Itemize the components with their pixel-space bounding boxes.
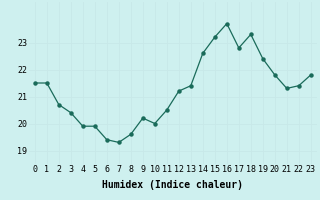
X-axis label: Humidex (Indice chaleur): Humidex (Indice chaleur) [102, 180, 243, 190]
